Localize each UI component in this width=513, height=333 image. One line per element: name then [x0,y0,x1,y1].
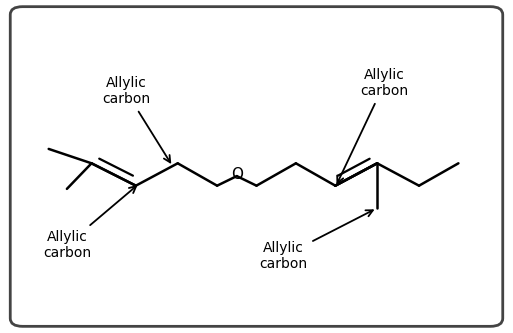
FancyBboxPatch shape [10,7,503,326]
Text: Allylic
carbon: Allylic carbon [337,68,409,183]
Text: Allylic
carbon: Allylic carbon [260,210,373,271]
Text: O: O [231,167,243,182]
Text: Allylic
carbon: Allylic carbon [102,76,170,163]
Text: Allylic
carbon: Allylic carbon [43,186,136,260]
